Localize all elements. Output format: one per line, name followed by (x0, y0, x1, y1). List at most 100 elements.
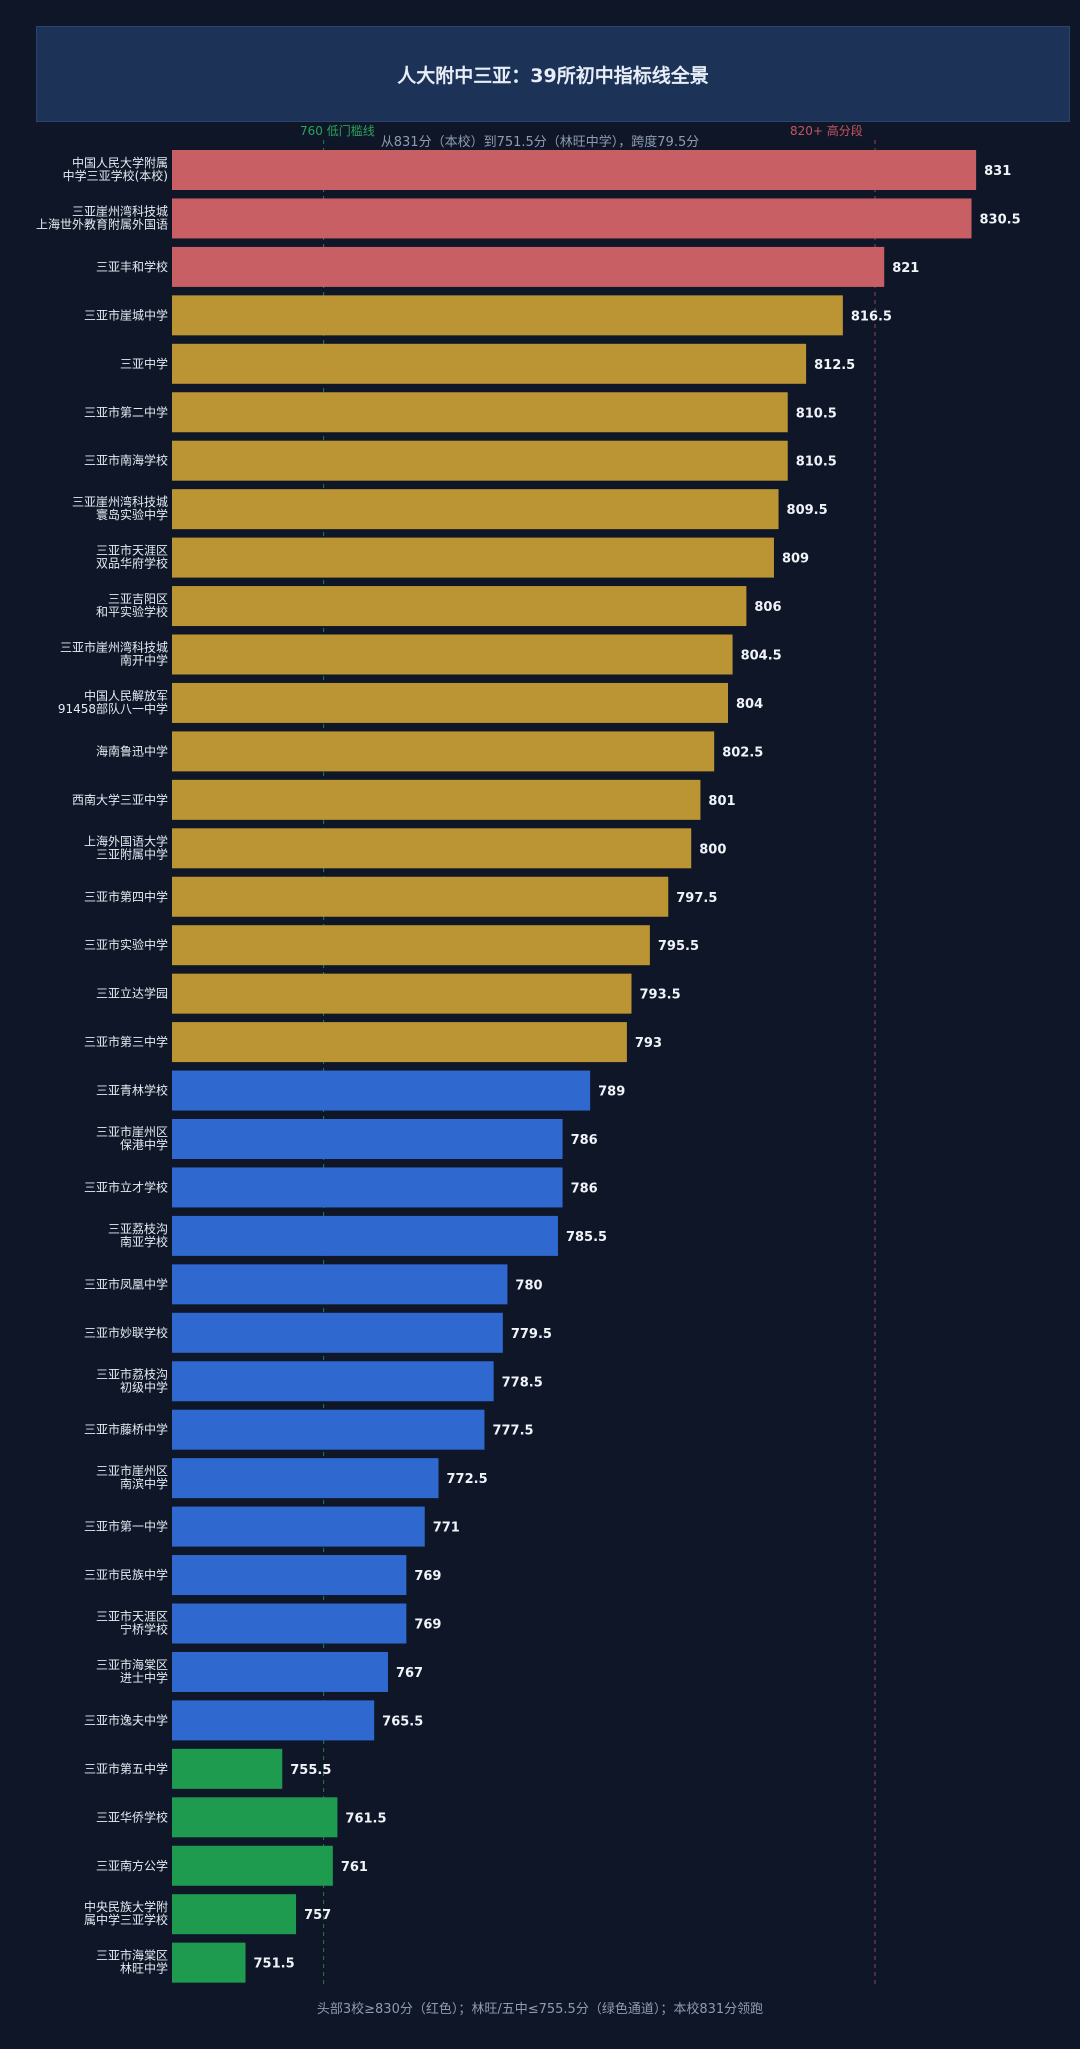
reference-label-high: 820+ 高分段 (790, 124, 863, 138)
value-label: 797.5 (676, 891, 717, 906)
category-label: 三亚市第五中学 (84, 1761, 168, 1776)
bar (172, 537, 774, 578)
category-label: 三亚丰和学校 (96, 259, 168, 274)
bar (172, 150, 977, 190)
bar (172, 295, 843, 336)
bar (172, 731, 715, 772)
bar (172, 1845, 333, 1886)
value-label: 765.5 (382, 1714, 423, 1729)
value-label: 757 (304, 1908, 331, 1923)
value-label: 801 (708, 794, 735, 809)
category-label: 三亚崖州湾科技城上海世外教育附属外国语 (36, 203, 168, 231)
bar (172, 1942, 246, 1983)
reference-label-low: 760 低门槛线 (300, 124, 375, 138)
value-label: 751.5 (254, 1957, 295, 1972)
category-label: 三亚中学 (120, 356, 168, 371)
bar (172, 1894, 297, 1935)
value-label: 804 (736, 697, 763, 712)
value-label: 771 (433, 1521, 460, 1536)
bar (172, 1555, 407, 1596)
category-label: 三亚市凤凰中学 (84, 1276, 168, 1291)
value-label: 793.5 (640, 988, 681, 1003)
category-label: 三亚市实验中学 (84, 937, 168, 952)
category-label: 中央民族大学附属中学三亚学校 (84, 1899, 168, 1927)
bar (172, 634, 733, 675)
value-label: 769 (414, 1618, 441, 1633)
value-label: 769 (414, 1569, 441, 1584)
category-label: 三亚立达学园 (96, 986, 168, 1001)
value-label: 755.5 (290, 1763, 331, 1778)
category-label: 三亚市第四中学 (84, 889, 168, 904)
bar (172, 779, 701, 820)
value-label: 795.5 (658, 939, 699, 954)
bar (172, 1361, 494, 1402)
value-label: 793 (635, 1036, 662, 1051)
category-label: 三亚市民族中学 (84, 1567, 168, 1582)
chart-subtitle: 从831分（本校）到751.5分（林旺中学），跨度79.5分 (380, 135, 700, 150)
value-label: 767 (396, 1666, 423, 1681)
bar (172, 246, 885, 287)
bar (172, 1458, 439, 1499)
value-label: 816.5 (851, 309, 892, 324)
bar (172, 1700, 375, 1741)
value-label: 809 (782, 552, 809, 567)
category-label: 三亚市第一中学 (84, 1519, 168, 1534)
chart-title-bar: 人大附中三亚：39所初中指标线全景 (36, 26, 1070, 122)
category-label: 西南大学三亚中学 (72, 792, 168, 807)
bar (172, 1264, 508, 1305)
category-label: 三亚市妙联学校 (84, 1325, 168, 1340)
category-label: 三亚市南海学校 (84, 453, 168, 468)
category-label: 三亚吉阳区和平实验学校 (96, 592, 168, 619)
bar (172, 1022, 627, 1063)
value-label: 809.5 (787, 503, 828, 518)
value-label: 806 (754, 600, 781, 615)
bar (172, 973, 632, 1014)
value-label: 761.5 (345, 1811, 386, 1826)
category-label: 三亚南方公学 (96, 1858, 168, 1873)
value-label: 804.5 (741, 649, 782, 664)
value-label: 800 (699, 842, 726, 857)
category-label: 三亚市藤桥中学 (84, 1422, 168, 1437)
bar (172, 440, 788, 481)
bar (172, 682, 728, 723)
category-label: 三亚青林学校 (96, 1083, 168, 1098)
bar (172, 925, 650, 966)
value-label: 810.5 (796, 455, 837, 470)
bar (172, 1070, 591, 1111)
bar (172, 1409, 485, 1450)
category-label: 三亚市崖州区保港中学 (96, 1124, 168, 1152)
bar (172, 1215, 558, 1256)
value-label: 821 (892, 261, 919, 276)
value-label: 772.5 (447, 1472, 488, 1487)
bar (172, 1748, 283, 1789)
value-label: 779.5 (511, 1327, 552, 1342)
bar (172, 489, 779, 530)
value-label: 831 (984, 164, 1011, 179)
category-label: 三亚市海棠区进士中学 (96, 1657, 168, 1685)
value-label: 812.5 (814, 358, 855, 373)
bar-chart: 831 中国人民大学附属中学三亚学校(本校) 830.5 三亚崖州湾科技城上海世外教育… (36, 140, 1021, 1988)
category-label: 三亚荔枝沟南亚学校 (108, 1221, 168, 1249)
value-label: 810.5 (796, 406, 837, 421)
category-label: 中国人民解放军 91458部队八一中学 (58, 688, 168, 716)
value-label: 761 (341, 1860, 368, 1875)
value-label: 830.5 (980, 212, 1021, 227)
category-label: 三亚华侨学校 (96, 1809, 168, 1824)
bar (172, 1119, 563, 1159)
value-label: 789 (598, 1085, 625, 1100)
bar (172, 876, 669, 917)
category-label: 三亚市第三中学 (84, 1034, 168, 1049)
category-label: 上海外国语大学三亚附属中学 (84, 833, 168, 861)
category-label: 三亚市荔枝沟初级中学 (96, 1366, 168, 1394)
bar (172, 392, 788, 433)
category-label: 三亚市崖州湾科技城南开中学 (60, 640, 168, 668)
category-label: 三亚市崖州区南滨中学 (96, 1463, 168, 1491)
value-label: 802.5 (722, 745, 763, 760)
bar (172, 1312, 503, 1353)
value-label: 786 (571, 1181, 598, 1196)
chart-title: 人大附中三亚：39所初中指标线全景 (397, 64, 709, 87)
category-label: 三亚市逸夫中学 (84, 1712, 168, 1727)
category-label: 中国人民大学附属中学三亚学校(本校) (63, 155, 168, 183)
value-label: 780 (515, 1278, 542, 1293)
value-label: 778.5 (502, 1375, 543, 1390)
